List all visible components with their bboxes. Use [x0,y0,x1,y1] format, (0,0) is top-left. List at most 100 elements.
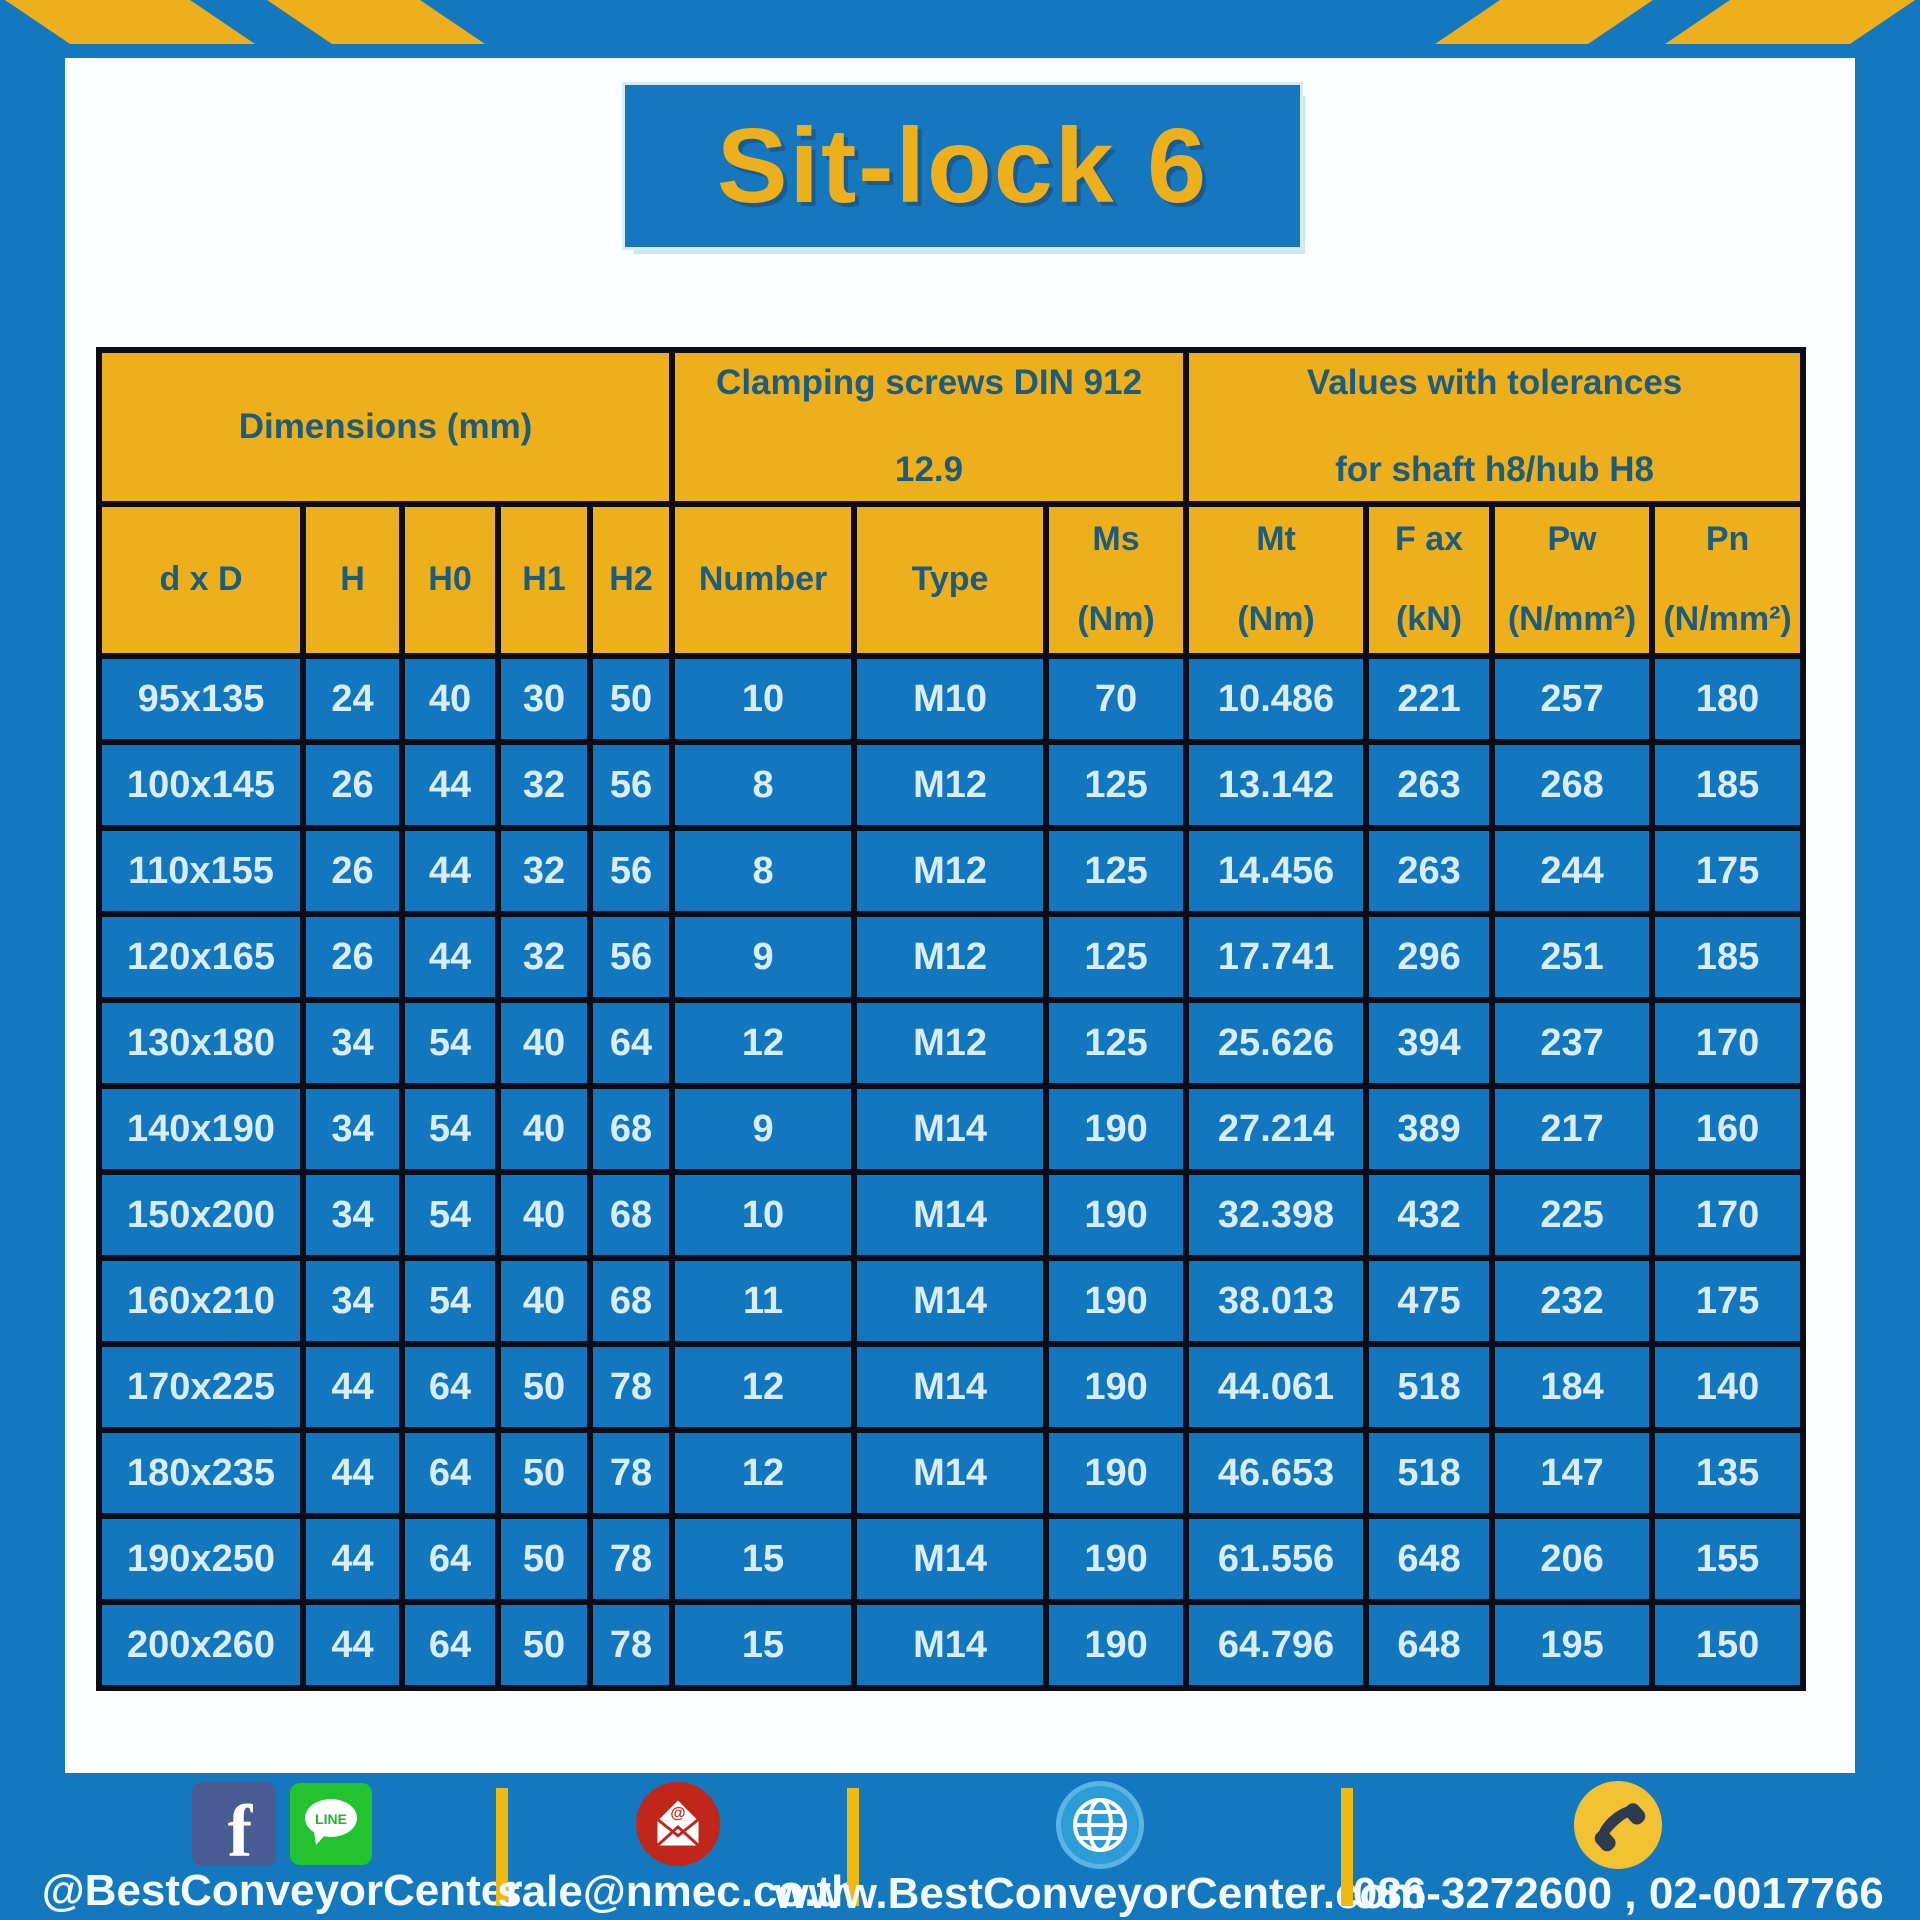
table-row: 120x165 26 44 32 56 9 M12 125 17.741 296… [96,911,1807,1003]
table-cell: 125 [1043,739,1190,831]
column-header-dxd: d x D [96,501,306,659]
column-unit: (kN) [1395,600,1463,638]
table-cell: 50 [495,1427,593,1519]
table-cell: 50 [495,1599,593,1691]
table-cell: 50 [586,653,676,745]
table-cell: 32 [495,825,593,917]
table-cell: 56 [586,825,676,917]
table-row: 190x250 44 64 50 78 15 M14 190 61.556 64… [96,1513,1807,1605]
table-cell: M14 [851,1341,1050,1433]
svg-text:LINE: LINE [315,1811,347,1827]
table-cell: 190x250 [96,1513,306,1605]
table-cell: 8 [669,825,858,917]
table-cell: 100x145 [96,739,306,831]
column-label: H0 [428,560,472,599]
table-group-header-row: Dimensions (mm) Clamping screws DIN 912 … [95,347,1807,507]
table-cell: 221 [1363,653,1496,745]
table-cell: 9 [669,911,858,1003]
table-cell: 170 [1649,997,1807,1089]
website-url: www.BestConveyorCenter.com [774,1869,1426,1918]
content-area: Sit-lock 6 Dimensions (mm) Clamping scre… [65,58,1855,1773]
table-cell: 257 [1489,653,1656,745]
footer-website-section: www.BestConveyorCenter.com [774,1773,1426,1920]
table-cell: 15 [669,1599,858,1691]
table-row: 150x200 34 54 40 68 10 M14 190 32.398 43… [96,1169,1807,1261]
table-cell: 10 [669,653,858,745]
table-cell: 70 [1043,653,1190,745]
globe-icon [1055,1781,1144,1869]
table-cell: 237 [1489,997,1656,1089]
table-cell: 34 [300,1083,405,1175]
table-cell: 147 [1489,1427,1656,1519]
column-unit: (Nm) [1237,600,1315,638]
table-cell: M12 [851,997,1050,1089]
table-cell: 44 [300,1427,405,1519]
table-cell: 50 [495,1341,593,1433]
column-label: Type [911,560,989,599]
phone-icons [1574,1781,1663,1869]
table-cell: 232 [1489,1255,1656,1347]
table-cell: 68 [586,1169,676,1261]
hazard-stripe [5,0,255,44]
table-cell: M14 [851,1513,1050,1605]
table-cell: 268 [1489,739,1656,831]
table-cell: 296 [1363,911,1496,1003]
table-cell: 56 [586,739,676,831]
email-icon: @ [635,1781,720,1867]
table-cell: M10 [851,653,1050,745]
column-header-pw: Pw (N/mm²) [1489,501,1656,659]
table-cell: M14 [851,1169,1050,1261]
footer-email-section: @ sale@nmec.co.th [497,1773,858,1920]
column-unit: (Nm) [1077,600,1155,638]
facebook-handle: @BestConveyorCenter [41,1866,523,1915]
phone-icon [1574,1781,1663,1869]
table-cell: 10 [669,1169,858,1261]
table-cell: 44 [399,825,501,917]
table-cell: 185 [1649,911,1807,1003]
table-cell: 40 [495,1255,593,1347]
column-header-type: Type [851,501,1050,659]
table-cell: 26 [300,739,405,831]
table-row: 170x225 44 64 50 78 12 M14 190 44.061 51… [96,1341,1807,1433]
table-cell: 140 [1649,1341,1807,1433]
table-cell: 13.142 [1183,739,1370,831]
phone-numbers: 086-3272600 , 02-0017766 [1352,1869,1884,1918]
table-cell: 40 [399,653,501,745]
table-cell: 38.013 [1183,1255,1370,1347]
table-cell: 200x260 [96,1599,306,1691]
table-cell: 68 [586,1255,676,1347]
table-cell: 170 [1649,1169,1807,1261]
table-cell: 120x165 [96,911,306,1003]
column-label: d x D [159,560,243,599]
group-header-clamping-screws: Clamping screws DIN 912 12.9 [669,347,1190,507]
svg-text:f: f [228,1791,254,1866]
table-cell: 32.398 [1183,1169,1370,1261]
group-header-line1: Dimensions (mm) [238,406,533,446]
table-cell: 34 [300,1169,405,1261]
table-cell: 54 [399,1169,501,1261]
table-cell: M14 [851,1255,1050,1347]
table-cell: 190 [1043,1169,1190,1261]
table-cell: 251 [1489,911,1656,1003]
svg-text:@: @ [670,1805,685,1822]
table-cell: 475 [1363,1255,1496,1347]
table-cell: 389 [1363,1083,1496,1175]
table-cell: 518 [1363,1427,1496,1519]
table-cell: 12 [669,997,858,1089]
table-cell: 110x155 [96,825,306,917]
table-cell: 26 [300,825,405,917]
group-header-dimensions: Dimensions (mm) [95,347,676,507]
column-header-h: H [300,501,405,659]
table-cell: 175 [1649,1255,1807,1347]
table-cell: 78 [586,1513,676,1605]
table-cell: 10.486 [1183,653,1370,745]
table-cell: 180x235 [96,1427,306,1519]
table-cell: M14 [851,1427,1050,1519]
table-cell: 125 [1043,997,1190,1089]
footer: f LINE @BestConveyorCenter [0,1773,1920,1920]
table-cell: 78 [586,1599,676,1691]
spec-table: Dimensions (mm) Clamping screws DIN 912 … [95,347,1807,1691]
column-unit: (N/mm²) [1507,600,1637,638]
table-cell: 64.796 [1183,1599,1370,1691]
table-cell: 190 [1043,1427,1190,1519]
